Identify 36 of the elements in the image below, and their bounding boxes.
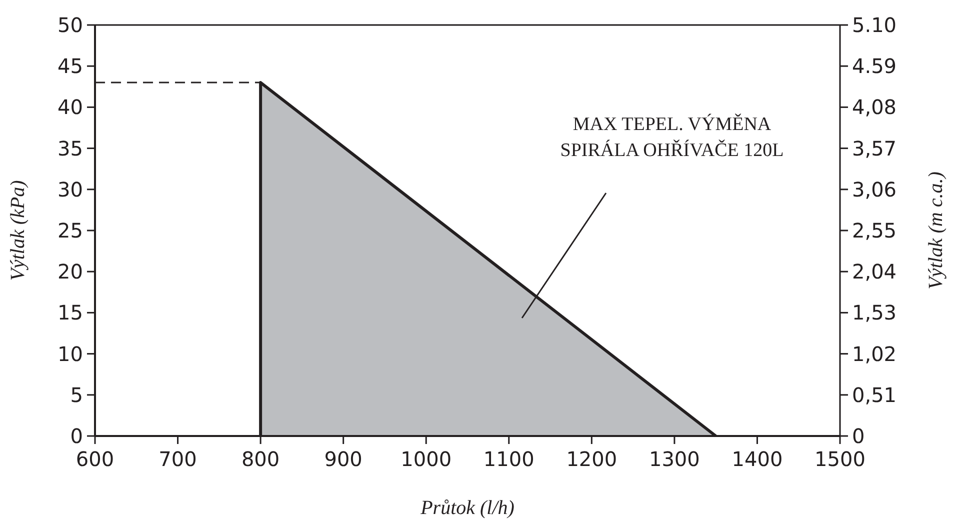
x-tick-label: 1200 [566,447,618,471]
y2-tick-label: 2,04 [852,260,897,284]
y2-tick-label: 5.10 [852,13,897,37]
y-tick-label: 15 [58,300,83,325]
x-tick-label: 1500 [814,447,866,471]
y2-tick-label: 4,08 [852,95,897,120]
y2-tick-label: 2,55 [852,218,897,242]
y-tick-label: 50 [58,13,83,37]
annotation: MAX TEPEL. VÝMĚNA SPIRÁLA OHŘÍVAČE 120L [560,113,784,161]
y-tick-label: 30 [58,177,83,202]
y2-tick-label: 1,02 [852,342,897,366]
y-tick-label: 40 [58,95,83,120]
y2-tick-label: 3,06 [852,177,897,202]
x-tick-label: 1000 [400,447,452,471]
x-tick-label: 1100 [483,447,534,471]
y-tick-label: 20 [58,260,83,284]
y2-tick-label: 0,51 [852,382,897,407]
x-tick-label: 1300 [648,447,700,471]
y2-axis-title: Výtlak (m c.a.) [925,171,947,290]
x-axis-title: Průtok (l/h) [420,497,515,519]
x-tick-label: 800 [241,447,280,471]
y2-tick-label: 0 [852,424,865,448]
y-axis-title: Výtlak (kPa) [7,180,29,281]
y-tick-label: 5 [70,382,83,407]
y-tick-label: 35 [58,136,83,160]
x-tick-label: 900 [324,447,362,471]
y-tick-label: 25 [58,218,83,242]
y2-tick-label: 4.59 [852,54,897,78]
x-tick-label: 1400 [732,447,783,471]
x-tick-label: 700 [158,447,197,471]
y-tick-label: 0 [70,424,83,448]
y-tick-label: 10 [58,342,83,366]
y2-tick-label: 3,57 [852,136,897,160]
y-tick-label: 45 [58,54,83,78]
y2-tick-label: 1,53 [852,300,897,325]
x-tick-label: 600 [76,447,114,471]
